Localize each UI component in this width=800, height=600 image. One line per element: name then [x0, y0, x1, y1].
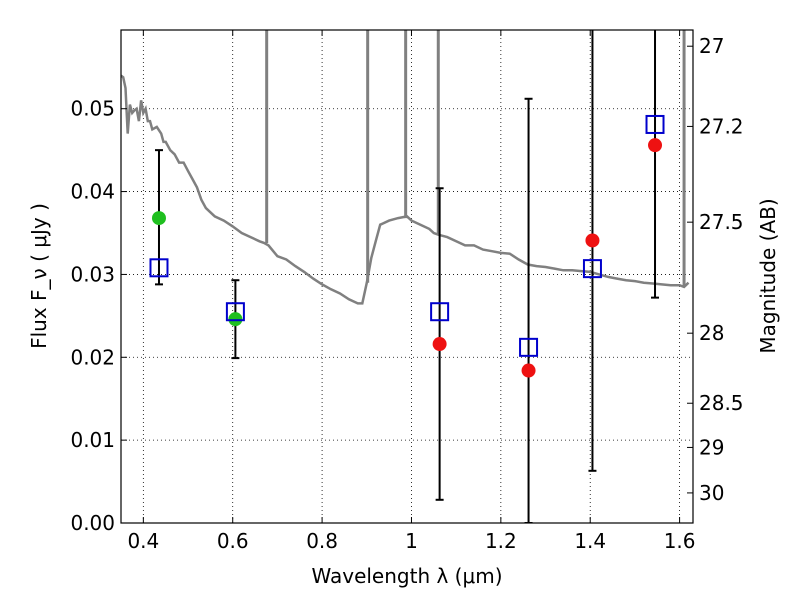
spectrum-line: [121, 74, 690, 305]
model-photometry-point: [430, 302, 450, 322]
observed-point: [648, 138, 663, 153]
observed-points: [151, 138, 663, 378]
y-tick-label: 0.03: [70, 262, 115, 286]
x-tick-label: 1.2: [485, 529, 517, 553]
y-tick-label: 0.00: [70, 511, 115, 535]
y-axis-ticks: 0.00 0.01 0.02 0.03 0.04 0.05: [70, 97, 127, 535]
model-spectrum: [121, 30, 690, 305]
observed-point: [228, 312, 243, 327]
right-axis-label: Magnitude (AB): [756, 198, 780, 353]
model-photometry-point: [519, 337, 539, 357]
y-tick-label: 0.02: [70, 345, 115, 369]
model-photometry-point: [149, 258, 169, 278]
x-tick-label: 1: [405, 529, 418, 553]
x-axis-ticks: 0.4 0.6 0.8 1 1.2 1.4 1.6: [127, 30, 696, 553]
observed-point: [432, 337, 447, 352]
x-axis-label: Wavelength λ (μm): [311, 564, 502, 588]
x-tick-label: 1.4: [574, 529, 606, 553]
right-tick-label: 29: [699, 435, 724, 459]
right-tick-label: 28: [699, 321, 724, 345]
model-photometry-points: [149, 114, 665, 357]
x-tick-label: 1.6: [664, 529, 696, 553]
model-photometry-point: [225, 302, 245, 322]
right-axis-ticks: 27 27.2 27.5 28 28.5 29 30: [687, 34, 744, 505]
y-tick-label: 0.01: [70, 428, 115, 452]
right-tick-label: 28.5: [699, 391, 744, 415]
x-tick-label: 0.8: [306, 529, 338, 553]
observed-point: [585, 233, 600, 248]
y-tick-label: 0.04: [70, 180, 115, 204]
model-photometry-point: [582, 259, 602, 279]
x-tick-label: 0.6: [217, 529, 249, 553]
y-axis-label: Flux F_ν ( μJy ): [27, 203, 51, 349]
observed-point: [521, 363, 536, 378]
right-tick-label: 27: [699, 34, 724, 58]
y-tick-label: 0.05: [70, 97, 115, 121]
x-tick-label: 0.4: [127, 529, 159, 553]
plot-frame: [120, 29, 694, 524]
right-tick-label: 27.2: [699, 114, 744, 138]
right-tick-label: 30: [699, 481, 724, 505]
model-photometry-point: [645, 114, 665, 134]
right-tick-label: 27.5: [699, 210, 744, 234]
observed-point: [151, 211, 166, 226]
